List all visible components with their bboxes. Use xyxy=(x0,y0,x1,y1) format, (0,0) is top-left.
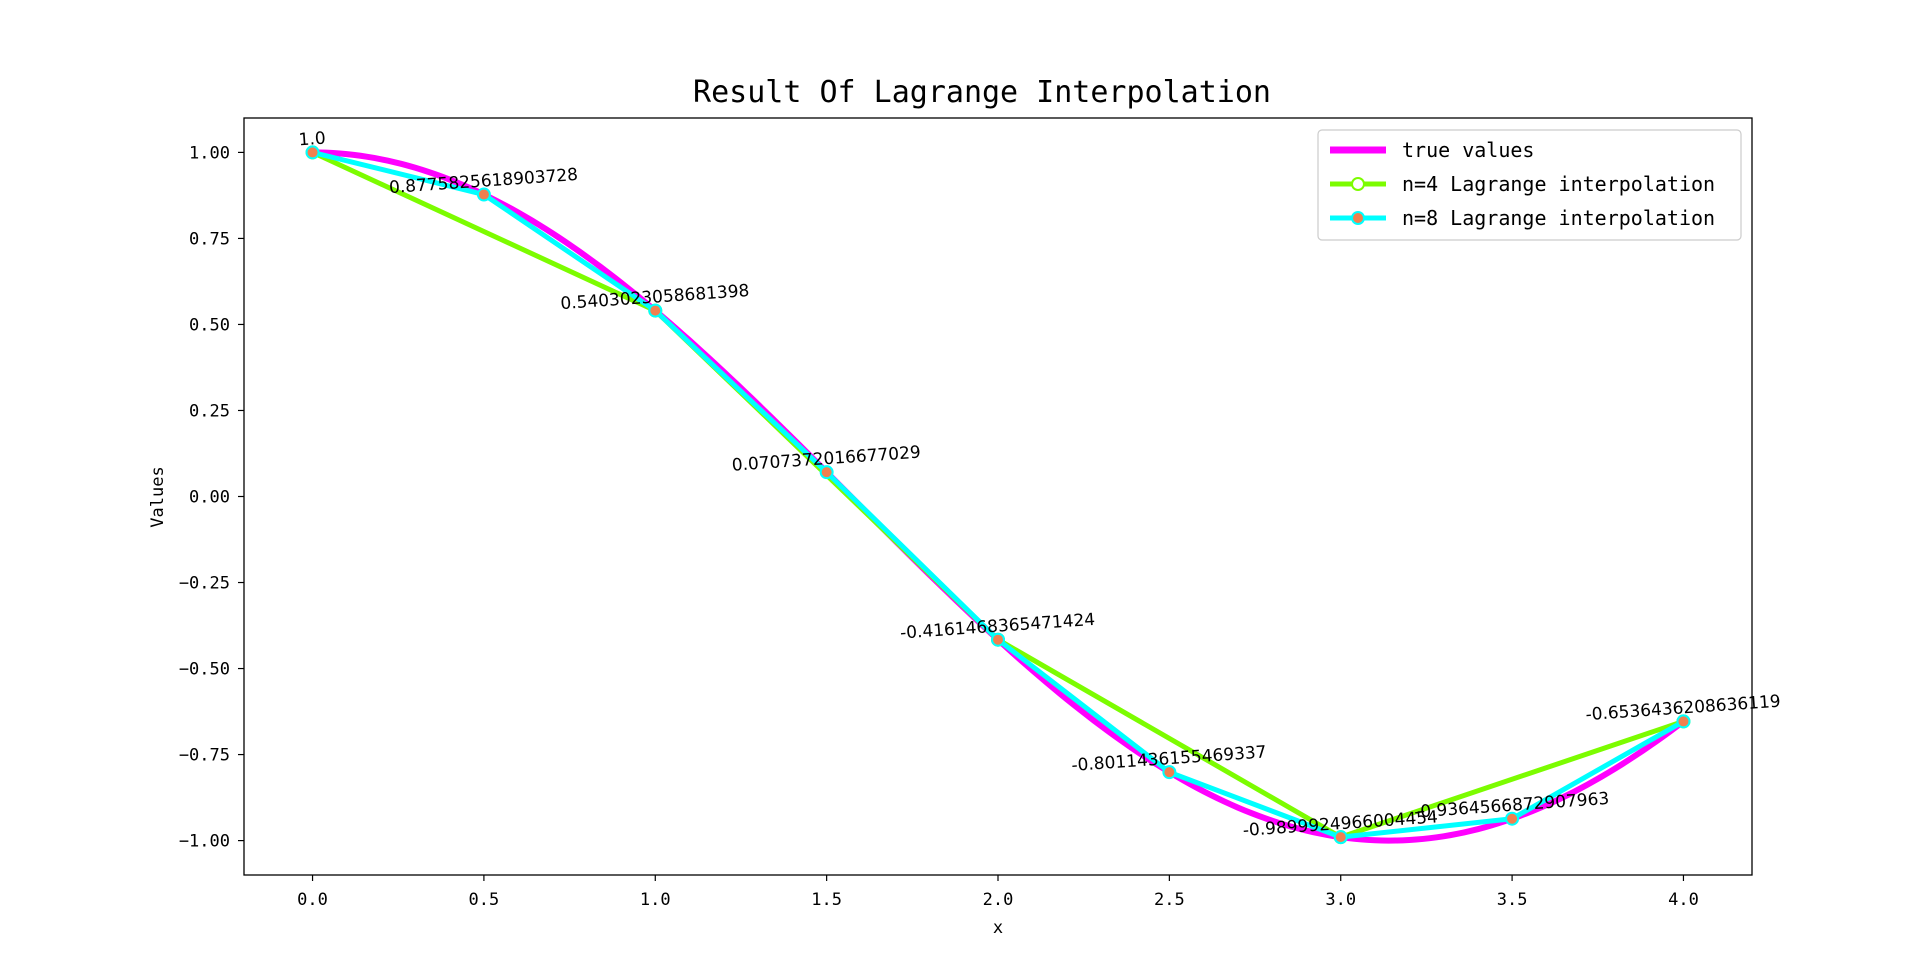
series-n4-line xyxy=(311,150,1685,840)
y-tick-label: 0.75 xyxy=(189,229,230,249)
series-n8-point xyxy=(305,145,320,160)
x-axis-ticks: 0.0 0.5 1.0 1.5 2.0 2.5 3.0 3.5 4.0 xyxy=(297,875,1699,910)
x-tick-label: 1.0 xyxy=(640,890,671,910)
series-n8-point xyxy=(476,187,491,202)
x-tick-label: 2.0 xyxy=(983,890,1014,910)
series-n8-point xyxy=(1505,811,1520,826)
y-axis-label: Values xyxy=(148,466,168,527)
series-n8-point xyxy=(1333,830,1348,845)
series-n8-line xyxy=(311,149,1685,840)
legend-label: true values xyxy=(1402,138,1534,162)
y-tick-label: 0.50 xyxy=(189,315,230,335)
chart-title: Result Of Lagrange Interpolation xyxy=(693,75,1271,110)
legend-box xyxy=(1317,129,1742,241)
x-tick-label: 4.0 xyxy=(1668,890,1699,910)
series-n8-point xyxy=(991,632,1005,647)
y-tick-label: 1.00 xyxy=(189,143,230,163)
x-tick-label: 3.0 xyxy=(1325,890,1356,910)
x-tick-label: 2.5 xyxy=(1154,890,1185,910)
y-axis-ticks: 1.00 0.75 0.50 0.25 0.00 −0.25 −0.50 −0.75 −1.00 xyxy=(179,143,244,852)
y-tick-label: −0.50 xyxy=(179,660,230,680)
legend-label: n=8 Lagrange interpolation xyxy=(1402,206,1715,230)
series-true-values-line xyxy=(312,149,1686,844)
y-tick-label: −0.75 xyxy=(179,746,230,766)
legend: true values n=4 Lagrange interpolation n=8… xyxy=(1317,129,1742,241)
series-n8-point xyxy=(648,303,663,318)
x-tick-label: 3.5 xyxy=(1497,890,1528,910)
legend-marker xyxy=(1351,177,1365,191)
x-tick-label: 0.0 xyxy=(297,890,328,910)
series-n8-point xyxy=(819,465,834,480)
y-tick-label: −1.00 xyxy=(179,832,230,852)
y-tick-label: 0.00 xyxy=(189,488,230,508)
x-tick-label: 1.5 xyxy=(811,890,842,910)
data-label: 1.0 xyxy=(298,129,326,151)
legend-marker xyxy=(1351,211,1365,225)
legend-label: n=4 Lagrange interpolation xyxy=(1402,172,1715,196)
series-n8-point xyxy=(1162,765,1177,780)
y-tick-label: −0.25 xyxy=(179,574,230,594)
x-tick-label: 0.5 xyxy=(469,890,500,910)
series-n8-point xyxy=(1676,714,1691,729)
series-layer xyxy=(305,145,1691,845)
x-axis-label: x xyxy=(993,918,1003,938)
y-tick-label: 0.25 xyxy=(189,401,230,421)
